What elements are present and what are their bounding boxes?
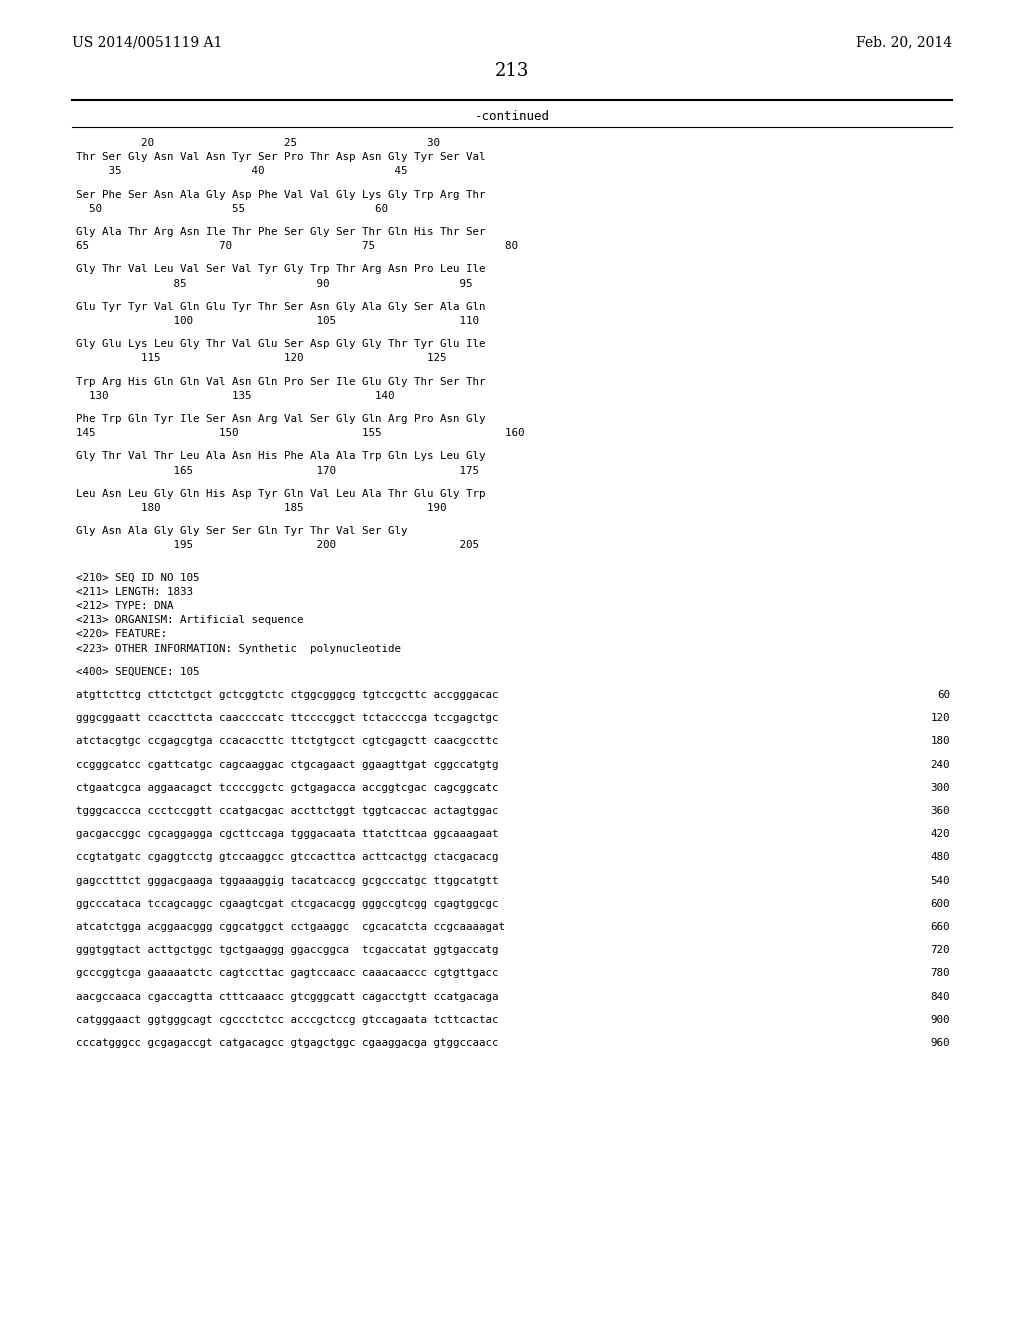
Text: 130                   135                   140: 130 135 140 <box>76 391 394 401</box>
Text: 900: 900 <box>931 1015 950 1024</box>
Text: Ser Phe Ser Asn Ala Gly Asp Phe Val Val Gly Lys Gly Trp Arg Thr: Ser Phe Ser Asn Ala Gly Asp Phe Val Val … <box>76 190 485 199</box>
Text: Gly Thr Val Thr Leu Ala Asn His Phe Ala Ala Trp Gln Lys Leu Gly: Gly Thr Val Thr Leu Ala Asn His Phe Ala … <box>76 451 485 462</box>
Text: 420: 420 <box>931 829 950 840</box>
Text: 20                    25                    30: 20 25 30 <box>76 139 440 148</box>
Text: gggtggtact acttgctggc tgctgaaggg ggaccggca  tcgaccatat ggtgaccatg: gggtggtact acttgctggc tgctgaaggg ggaccgg… <box>76 945 499 956</box>
Text: 35                    40                    45: 35 40 45 <box>76 166 408 177</box>
Text: gagcctttct gggacgaaga tggaaaggig tacatcaccg gcgcccatgc ttggcatgtt: gagcctttct gggacgaaga tggaaaggig tacatca… <box>76 875 499 886</box>
Text: 960: 960 <box>931 1038 950 1048</box>
Text: ctgaatcgca aggaacagct tccccggctc gctgagacca accggtcgac cagcggcatc: ctgaatcgca aggaacagct tccccggctc gctgaga… <box>76 783 499 793</box>
Text: <212> TYPE: DNA: <212> TYPE: DNA <box>76 601 173 611</box>
Text: 115                   120                   125: 115 120 125 <box>76 354 446 363</box>
Text: 480: 480 <box>931 853 950 862</box>
Text: atgttcttcg cttctctgct gctcggtctc ctggcgggcg tgtccgcttc accgggacac: atgttcttcg cttctctgct gctcggtctc ctggcgg… <box>76 690 499 700</box>
Text: 165                   170                   175: 165 170 175 <box>76 466 479 475</box>
Text: 145                   150                   155                   160: 145 150 155 160 <box>76 428 524 438</box>
Text: <223> OTHER INFORMATION: Synthetic  polynucleotide: <223> OTHER INFORMATION: Synthetic polyn… <box>76 644 401 653</box>
Text: 720: 720 <box>931 945 950 956</box>
Text: gcccggtcga gaaaaatctc cagtccttac gagtccaacc caaacaaccc cgtgttgacc: gcccggtcga gaaaaatctc cagtccttac gagtcca… <box>76 969 499 978</box>
Text: Phe Trp Gln Tyr Ile Ser Asn Arg Val Ser Gly Gln Arg Pro Asn Gly: Phe Trp Gln Tyr Ile Ser Asn Arg Val Ser … <box>76 414 485 424</box>
Text: <213> ORGANISM: Artificial sequence: <213> ORGANISM: Artificial sequence <box>76 615 303 626</box>
Text: <400> SEQUENCE: 105: <400> SEQUENCE: 105 <box>76 667 200 677</box>
Text: 240: 240 <box>931 759 950 770</box>
Text: cccatgggcc gcgagaccgt catgacagcc gtgagctggc cgaaggacga gtggccaacc: cccatgggcc gcgagaccgt catgacagcc gtgagct… <box>76 1038 499 1048</box>
Text: 840: 840 <box>931 991 950 1002</box>
Text: 540: 540 <box>931 875 950 886</box>
Text: gacgaccggc cgcaggagga cgcttccaga tgggacaata ttatcttcaa ggcaaagaat: gacgaccggc cgcaggagga cgcttccaga tgggaca… <box>76 829 499 840</box>
Text: 660: 660 <box>931 921 950 932</box>
Text: Gly Ala Thr Arg Asn Ile Thr Phe Ser Gly Ser Thr Gln His Thr Ser: Gly Ala Thr Arg Asn Ile Thr Phe Ser Gly … <box>76 227 485 238</box>
Text: 180: 180 <box>931 737 950 746</box>
Text: 780: 780 <box>931 969 950 978</box>
Text: 85                    90                    95: 85 90 95 <box>76 279 472 289</box>
Text: <220> FEATURE:: <220> FEATURE: <box>76 630 167 639</box>
Text: atcatctgga acggaacggg cggcatggct cctgaaggc  cgcacatcta ccgcaaaagat: atcatctgga acggaacggg cggcatggct cctgaag… <box>76 921 505 932</box>
Text: ccgtatgatc cgaggtcctg gtccaaggcc gtccacttca acttcactgg ctacgacacg: ccgtatgatc cgaggtcctg gtccaaggcc gtccact… <box>76 853 499 862</box>
Text: 65                    70                    75                    80: 65 70 75 80 <box>76 242 518 251</box>
Text: Feb. 20, 2014: Feb. 20, 2014 <box>856 36 952 49</box>
Text: 180                   185                   190: 180 185 190 <box>76 503 446 513</box>
Text: 213: 213 <box>495 62 529 81</box>
Text: Glu Tyr Tyr Val Gln Glu Tyr Thr Ser Asn Gly Ala Gly Ser Ala Gln: Glu Tyr Tyr Val Gln Glu Tyr Thr Ser Asn … <box>76 302 485 312</box>
Text: 60: 60 <box>937 690 950 700</box>
Text: Thr Ser Gly Asn Val Asn Tyr Ser Pro Thr Asp Asn Gly Tyr Ser Val: Thr Ser Gly Asn Val Asn Tyr Ser Pro Thr … <box>76 152 485 162</box>
Text: <211> LENGTH: 1833: <211> LENGTH: 1833 <box>76 587 193 597</box>
Text: 195                   200                   205: 195 200 205 <box>76 540 479 550</box>
Text: 360: 360 <box>931 807 950 816</box>
Text: 600: 600 <box>931 899 950 908</box>
Text: 120: 120 <box>931 713 950 723</box>
Text: tgggcaccca ccctccggtt ccatgacgac accttctggt tggtcaccac actagtggac: tgggcaccca ccctccggtt ccatgacgac accttct… <box>76 807 499 816</box>
Text: ggcccataca tccagcaggc cgaagtcgat ctcgacacgg gggccgtcgg cgagtggcgc: ggcccataca tccagcaggc cgaagtcgat ctcgaca… <box>76 899 499 908</box>
Text: atctacgtgc ccgagcgtga ccacaccttc ttctgtgcct cgtcgagctt caacgccttc: atctacgtgc ccgagcgtga ccacaccttc ttctgtg… <box>76 737 499 746</box>
Text: Gly Asn Ala Gly Gly Ser Ser Gln Tyr Thr Val Ser Gly: Gly Asn Ala Gly Gly Ser Ser Gln Tyr Thr … <box>76 527 408 536</box>
Text: -continued: -continued <box>474 110 550 123</box>
Text: 100                   105                   110: 100 105 110 <box>76 315 479 326</box>
Text: Gly Glu Lys Leu Gly Thr Val Glu Ser Asp Gly Gly Thr Tyr Glu Ile: Gly Glu Lys Leu Gly Thr Val Glu Ser Asp … <box>76 339 485 350</box>
Text: gggcggaatt ccaccttcta caaccccatc ttccccggct tctaccccga tccgagctgc: gggcggaatt ccaccttcta caaccccatc ttccccg… <box>76 713 499 723</box>
Text: ccgggcatcc cgattcatgc cagcaaggac ctgcagaact ggaagttgat cggccatgtg: ccgggcatcc cgattcatgc cagcaaggac ctgcaga… <box>76 759 499 770</box>
Text: US 2014/0051119 A1: US 2014/0051119 A1 <box>72 36 222 49</box>
Text: Leu Asn Leu Gly Gln His Asp Tyr Gln Val Leu Ala Thr Glu Gly Trp: Leu Asn Leu Gly Gln His Asp Tyr Gln Val … <box>76 488 485 499</box>
Text: catgggaact ggtgggcagt cgccctctcc acccgctccg gtccagaata tcttcactac: catgggaact ggtgggcagt cgccctctcc acccgct… <box>76 1015 499 1024</box>
Text: Gly Thr Val Leu Val Ser Val Tyr Gly Trp Thr Arg Asn Pro Leu Ile: Gly Thr Val Leu Val Ser Val Tyr Gly Trp … <box>76 264 485 275</box>
Text: aacgccaaca cgaccagtta ctttcaaacc gtcgggcatt cagacctgtt ccatgacaga: aacgccaaca cgaccagtta ctttcaaacc gtcgggc… <box>76 991 499 1002</box>
Text: 50                    55                    60: 50 55 60 <box>76 203 388 214</box>
Text: <210> SEQ ID NO 105: <210> SEQ ID NO 105 <box>76 573 200 582</box>
Text: Trp Arg His Gln Gln Val Asn Gln Pro Ser Ile Glu Gly Thr Ser Thr: Trp Arg His Gln Gln Val Asn Gln Pro Ser … <box>76 376 485 387</box>
Text: 300: 300 <box>931 783 950 793</box>
